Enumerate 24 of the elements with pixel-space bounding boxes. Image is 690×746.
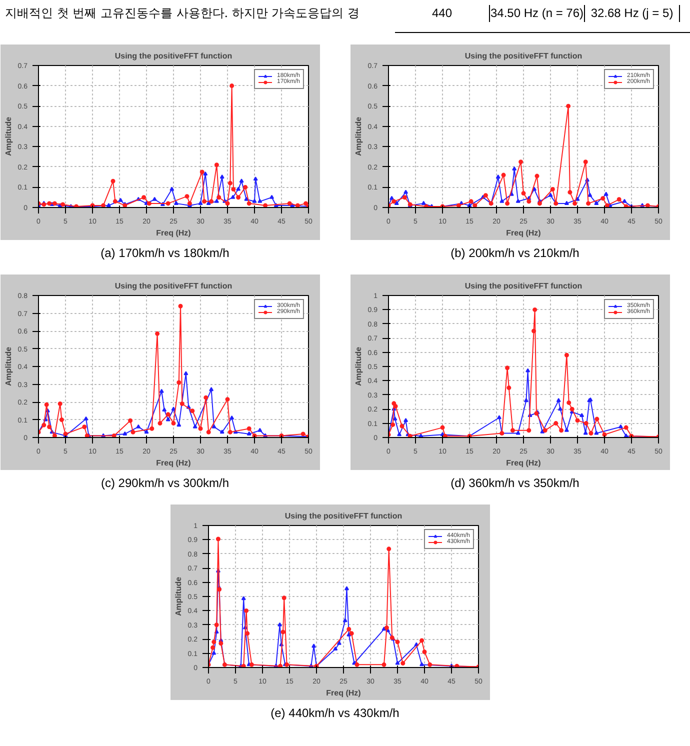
- chart-title: Using the positiveFFT function: [114, 282, 232, 290]
- y-axis-title: Amplitude: [4, 116, 13, 156]
- text: (c) 290km/h vs 300km/h: [100, 475, 230, 492]
- chart-title: Using the positiveFFT function: [284, 512, 402, 520]
- y-axis-title: Amplitude: [4, 346, 13, 386]
- x-axis-title: Freq (Hz): [506, 458, 542, 468]
- text: (e) 440km/h vs 430km/h: [270, 705, 400, 722]
- x-axis-title: Freq (Hz): [156, 458, 192, 468]
- text: 440: [395, 5, 490, 22]
- text: (a) 170km/h vs 180km/h: [100, 245, 230, 262]
- chart-title: Using the positiveFFT function: [464, 52, 582, 60]
- text: 지배적인 첫 번째 고유진동수를 사용한다. 하지만 가속도응답의 경: [5, 5, 360, 22]
- x-axis-title: Freq (Hz): [506, 228, 542, 238]
- text: 32.68 Hz (j = 5): [585, 5, 680, 22]
- text: (b) 200km/h vs 210km/h: [450, 245, 580, 262]
- x-axis-title: Freq (Hz): [326, 688, 362, 698]
- y-axis-title: Amplitude: [174, 576, 183, 616]
- chart-title: Using the positiveFFT function: [464, 282, 582, 290]
- x-axis-title: Freq (Hz): [156, 228, 192, 238]
- text: (d) 360km/h vs 350km/h: [450, 475, 580, 492]
- text: 34.50 Hz (n = 76): [490, 5, 585, 22]
- chart-title: Using the positiveFFT function: [114, 52, 232, 60]
- y-axis-title: Amplitude: [354, 116, 363, 156]
- y-axis-title: Amplitude: [354, 346, 363, 386]
